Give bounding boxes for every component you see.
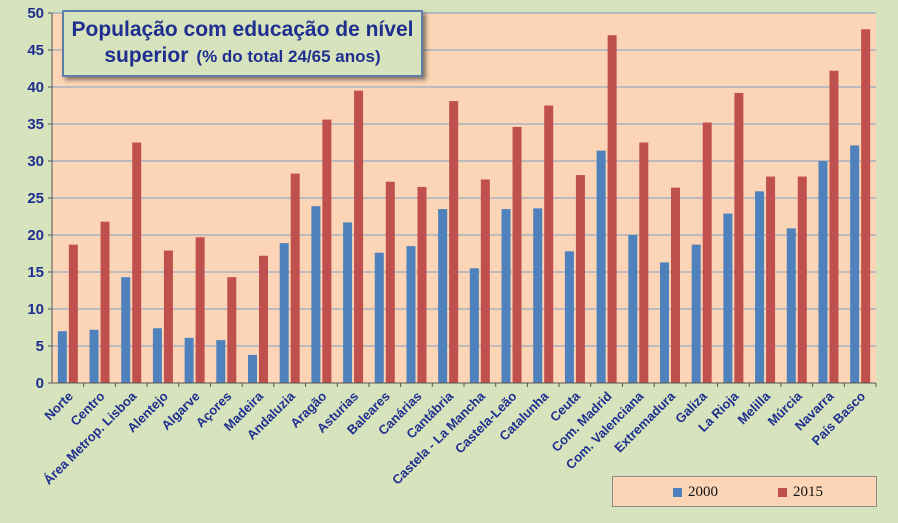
- bar-2015: [259, 255, 268, 383]
- bar-2015: [607, 35, 617, 383]
- y-tick-label: 30: [27, 153, 44, 170]
- bar-2000: [723, 213, 733, 383]
- bar-2000: [406, 246, 416, 383]
- y-tick-label: 50: [27, 5, 44, 22]
- chart-title: População com educação de nível: [71, 18, 414, 41]
- bar-2015: [417, 186, 427, 383]
- y-tick-label: 25: [27, 190, 44, 207]
- bar-2000: [374, 252, 384, 383]
- bar-2000: [628, 235, 638, 383]
- bar-2015: [449, 101, 459, 383]
- y-tick-labels: 0 5 10 15 20 25 30 35 40 45 50: [27, 5, 52, 392]
- bar-2000: [216, 340, 226, 383]
- bar-2015: [132, 142, 142, 383]
- bar-2015: [766, 176, 776, 383]
- bar-2000: [121, 277, 131, 383]
- y-tick-label: 20: [27, 227, 44, 244]
- legend-item-2000: 2000: [673, 484, 718, 501]
- bar-2015: [797, 176, 807, 383]
- bar-2015: [575, 175, 585, 383]
- bar-2015: [480, 179, 490, 383]
- bar-2015: [195, 237, 205, 383]
- bar-2015: [512, 126, 522, 384]
- legend-item-2015: 2015: [778, 484, 823, 501]
- bar-2015: [702, 122, 712, 384]
- bar-2015: [385, 181, 395, 383]
- bar-2015: [290, 173, 300, 383]
- chart-title-line2: superior (% do total 24/65 anos): [64, 43, 421, 70]
- bar-2015: [829, 70, 839, 383]
- bar-2000: [691, 244, 701, 383]
- bar-2000: [438, 209, 448, 383]
- bar-2000: [57, 331, 67, 383]
- legend-swatch-2000: [673, 488, 682, 497]
- bar-2000: [660, 262, 669, 383]
- y-tick-label: 35: [27, 116, 44, 133]
- y-tick-label: 0: [36, 375, 44, 392]
- bar-2000: [755, 191, 765, 383]
- y-tick-label: 10: [27, 301, 44, 318]
- bar-2000: [533, 208, 543, 383]
- bar-2000: [184, 337, 194, 383]
- bar-2000: [89, 329, 99, 383]
- bar-2000: [596, 150, 606, 383]
- legend: 2000 2015: [612, 476, 877, 507]
- bar-2015: [861, 29, 871, 384]
- bar-2015: [100, 221, 110, 383]
- bar-2000: [786, 228, 796, 383]
- bar-2015: [671, 187, 680, 383]
- bar-2000: [850, 145, 860, 383]
- bar-2000: [469, 268, 479, 383]
- y-tick-label: 15: [27, 264, 44, 281]
- bar-2015: [163, 250, 173, 383]
- bar-2015: [227, 277, 237, 383]
- legend-label-2015: 2015: [793, 484, 823, 500]
- bar-2000: [818, 161, 828, 383]
- y-tick-label: 5: [36, 338, 44, 355]
- bar-2015: [322, 119, 332, 383]
- bar-2000: [501, 209, 511, 383]
- bar-2000: [279, 243, 289, 383]
- bar-2000: [343, 222, 353, 383]
- bar-2015: [544, 105, 554, 383]
- chart-title-word: superior: [104, 44, 189, 67]
- bar-2000: [311, 206, 321, 383]
- bar-2000: [152, 328, 162, 383]
- legend-label-2000: 2000: [688, 484, 718, 500]
- bar-2015: [639, 142, 649, 383]
- bar-2015: [734, 92, 744, 384]
- bar-2000: [564, 251, 574, 383]
- chart-title-box: População com educação de nível superior…: [62, 10, 423, 77]
- bars: [57, 29, 871, 384]
- bar-2000: [248, 354, 257, 383]
- bar-2015: [354, 90, 364, 383]
- chart-subtitle: (% do total 24/65 anos): [196, 47, 381, 66]
- y-tick-label: 45: [27, 42, 44, 59]
- legend-swatch-2015: [778, 488, 787, 497]
- y-tick-label: 40: [27, 79, 44, 96]
- bar-2015: [68, 244, 78, 383]
